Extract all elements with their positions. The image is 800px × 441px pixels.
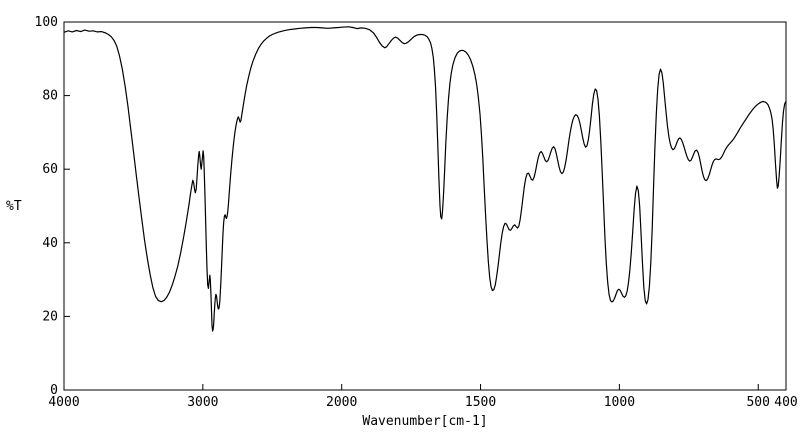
x-tick-label: 1000 xyxy=(604,395,635,410)
y-tick-label: 40 xyxy=(42,236,58,251)
x-tick-label: 4000 xyxy=(48,395,79,410)
y-tick-label: 0 xyxy=(50,383,58,398)
x-tick-label: 2000 xyxy=(326,395,357,410)
plot-border xyxy=(63,21,787,391)
x-tick-label: 500 xyxy=(746,395,769,410)
x-tick-label: 400 xyxy=(774,395,797,410)
y-tick-label: 100 xyxy=(35,15,58,30)
y-axis-title: %T xyxy=(6,199,22,214)
x-tick-label: 1500 xyxy=(465,395,496,410)
x-axis-title: Wavenumber[cm-1] xyxy=(362,414,488,429)
y-tick-label: 20 xyxy=(42,309,58,324)
spectrum-trace xyxy=(63,26,787,332)
y-tick-label: 60 xyxy=(42,162,58,177)
y-tick-label: 80 xyxy=(42,89,58,104)
x-tick-label: 3000 xyxy=(187,395,218,410)
